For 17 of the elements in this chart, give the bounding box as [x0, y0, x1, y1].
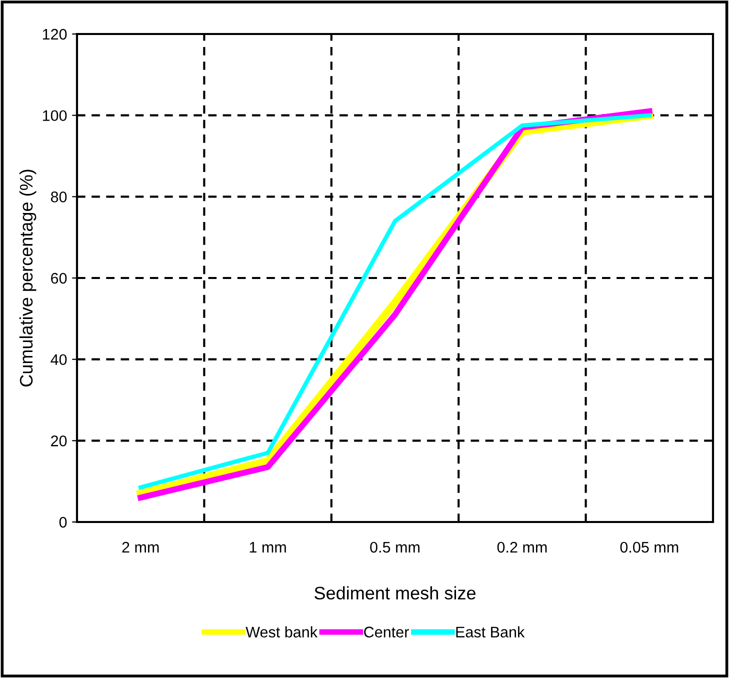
y-tick-label: 100 [42, 110, 67, 122]
legend-label: West bank [246, 626, 318, 638]
y-tick-label: 0 [59, 516, 67, 528]
y-tick-label: 40 [50, 354, 67, 366]
y-tick-label: 20 [51, 436, 67, 446]
x-tick-label: 0.05 mm [620, 542, 678, 553]
y-tick-label: 80 [50, 192, 67, 202]
x-tick-label: 0.5 mm [370, 542, 420, 553]
x-tick-label: 1 mm [250, 542, 286, 553]
legend-label: East Bank [456, 626, 525, 638]
legend-label: Center [364, 626, 409, 638]
x-axis-title: Sediment mesh size [314, 586, 476, 600]
x-tick-label: 2 mm [122, 542, 159, 553]
y-tick-label: 120 [42, 28, 67, 40]
y-axis-title: Cumulative percentage (%) [19, 170, 36, 386]
x-tick-label: 0.2 mm [497, 542, 547, 553]
y-tick-label: 60 [51, 272, 67, 284]
